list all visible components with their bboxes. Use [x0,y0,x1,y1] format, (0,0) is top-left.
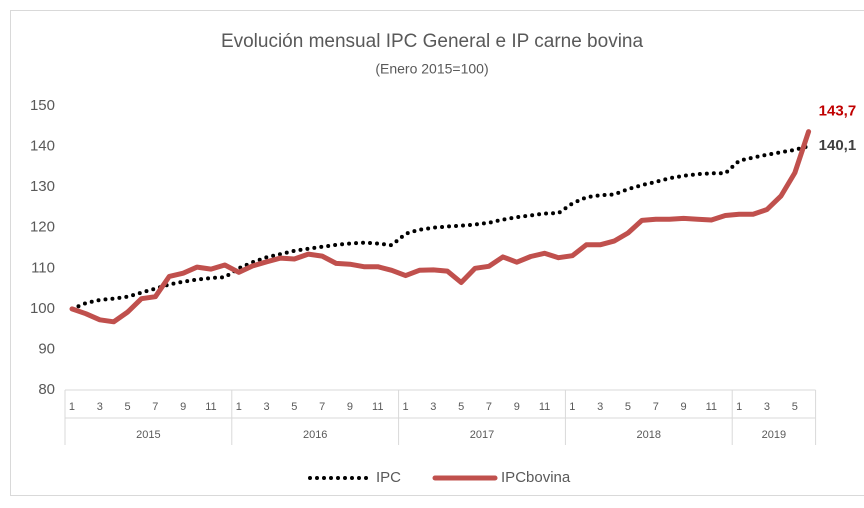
x-tick-label: 5 [291,401,297,413]
y-tick-label: 150 [30,97,55,114]
x-tick-label: 7 [486,401,492,413]
data-label: 143,7 [819,103,857,120]
chart-frame [10,10,864,496]
x-tick-label: 1 [69,401,75,413]
legend-label: IPCbovina [501,469,571,486]
x-tick-label: 7 [152,401,158,413]
x-tick-label: 11 [205,401,216,413]
x-tick-label: 9 [180,401,186,413]
x-tick-label: 5 [792,401,798,413]
x-tick-label: 7 [653,401,659,413]
x-tick-label: 9 [347,401,353,413]
x-tick-label: 11 [372,401,383,413]
x-tick-label: 3 [263,401,269,413]
x-tick-label: 9 [514,401,520,413]
x-tick-label: 7 [319,401,325,413]
series-line [70,144,811,311]
y-tick-label: 130 [30,178,55,195]
chart-subtitle: (Enero 2015=100) [375,61,488,77]
y-tick-label: 90 [38,340,55,357]
x-tick-label: 5 [458,401,464,413]
y-tick-label: 100 [30,300,55,317]
x-tick-label: 1 [402,401,408,413]
x-tick-label: 1 [236,401,242,413]
y-tick-label: 140 [30,138,55,155]
x-group-label: 2015 [136,429,160,441]
legend-label: IPC [376,469,401,486]
x-tick-label: 1 [569,401,575,413]
x-tick-label: 11 [706,401,717,413]
x-tick-label: 3 [430,401,436,413]
x-tick-label: 5 [124,401,130,413]
y-tick-label: 110 [31,259,55,276]
x-tick-label: 3 [597,401,603,413]
x-tick-label: 3 [764,401,770,413]
series-line [69,129,812,325]
x-tick-label: 5 [625,401,631,413]
x-group-label: 2016 [303,429,327,441]
x-group-label: 2018 [637,429,661,441]
x-tick-label: 1 [736,401,742,413]
x-tick-label: 11 [539,401,550,413]
x-tick-label: 9 [680,401,686,413]
y-tick-label: 120 [30,219,55,236]
x-group-label: 2019 [762,429,786,441]
chart-title: Evolución mensual IPC General e IP carne… [221,31,644,52]
x-tick-label: 3 [97,401,103,413]
y-tick-label: 80 [38,381,55,398]
x-group-label: 2017 [470,429,494,441]
data-label: 140,1 [819,137,857,154]
